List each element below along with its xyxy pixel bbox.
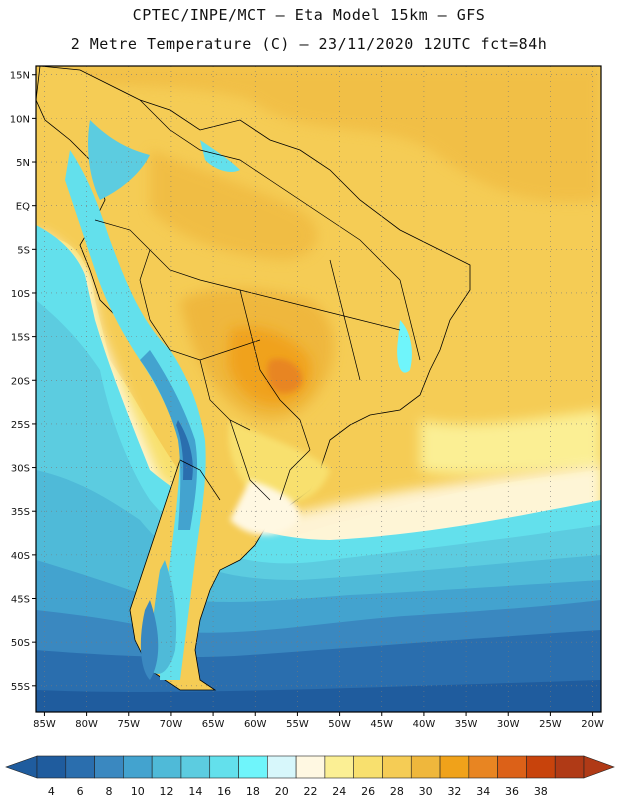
lon-label: 40W <box>413 719 436 730</box>
colorbar-cell <box>238 755 268 779</box>
lon-label: 70W <box>160 719 183 730</box>
colorbar-cell <box>468 755 498 779</box>
lat-label: 55S <box>11 682 30 693</box>
colorbar-cell <box>324 755 354 779</box>
colorbar-cell <box>497 755 527 779</box>
lat-label: EQ <box>16 202 30 213</box>
colorbar-label: 34 <box>476 785 490 798</box>
country-borders <box>94 99 421 501</box>
lon-label: 60W <box>244 719 267 730</box>
lon-label: 85W <box>33 719 56 730</box>
colorbar-cell <box>382 755 412 779</box>
colorbar-label: 30 <box>419 785 433 798</box>
lon-label: 65W <box>202 719 225 730</box>
colorbar-label: 22 <box>304 785 318 798</box>
lon-label: 50W <box>328 719 351 730</box>
colorbar-label: 32 <box>447 785 461 798</box>
lat-label: 45S <box>11 595 30 606</box>
lat-label: 40S <box>11 551 30 562</box>
colorbar-label: 14 <box>188 785 202 798</box>
colorbar-label: 24 <box>332 785 346 798</box>
colorbar-cell <box>526 755 556 779</box>
latitude-labels: 15N 10N 5N EQ 5S 10S 15S 20S 25S 30S 35S 40S 45S 50S 5… <box>10 71 30 693</box>
map-title-line-2: 2 Metre Temperature (C) – 23/11/2020 12U… <box>70 35 548 53</box>
lat-label: 20S <box>11 376 30 387</box>
colorbar-cell <box>209 755 239 779</box>
colorbar-label: 38 <box>534 785 548 798</box>
lon-label: 75W <box>117 719 140 730</box>
colorbar-cell <box>439 755 470 779</box>
lat-label: 10S <box>11 289 30 300</box>
temperature-colorbar: 4 6 8 10 12 14 16 18 20 22 24 26 28 30 32 34 36 38 <box>5 755 615 798</box>
longitude-labels: 85W 80W 75W 70W 65W 60W 55W 50W 45W 40W 35W 30W 25W 2… <box>33 719 604 730</box>
graticule <box>36 66 601 712</box>
colorbar-label: 18 <box>246 785 260 798</box>
colorbar-cell <box>295 755 326 779</box>
lat-label: 15S <box>11 333 30 344</box>
colorbar-label: 8 <box>105 785 112 798</box>
lon-label: 25W <box>539 719 562 730</box>
lon-label: 55W <box>286 719 309 730</box>
map-plot-area <box>36 66 601 712</box>
colorbar-cell <box>554 755 585 779</box>
colorbar-cell <box>36 755 67 779</box>
colorbar-label: 20 <box>275 785 289 798</box>
colorbar-label: 6 <box>77 785 84 798</box>
lon-label: 45W <box>370 719 393 730</box>
lat-label: 5N <box>16 158 30 169</box>
lat-label: 50S <box>11 638 30 649</box>
map-title-line-1: CPTEC/INPE/MCT – Eta Model 15km – GFS <box>132 6 486 24</box>
lat-label: 10N <box>10 114 30 125</box>
lat-label: 35S <box>11 507 30 518</box>
lon-label: 30W <box>497 719 520 730</box>
colorbar-label: 26 <box>361 785 375 798</box>
colorbar-cell <box>151 755 182 779</box>
colorbar-low-arrow <box>5 755 38 779</box>
south-america-land <box>36 66 471 691</box>
colorbar-label: 16 <box>217 785 231 798</box>
lon-label: 35W <box>455 719 478 730</box>
map-frame <box>35 65 602 713</box>
colorbar-label: 28 <box>390 785 404 798</box>
colorbar-cell <box>353 755 383 779</box>
colorbar-cell <box>94 755 124 779</box>
lon-label: 20W <box>581 719 604 730</box>
colorbar-cell <box>65 755 95 779</box>
colorbar-cell <box>267 755 297 779</box>
lat-label: 15N <box>10 71 30 82</box>
lat-label: 30S <box>11 464 30 475</box>
colorbar-label: 10 <box>131 785 145 798</box>
colorbar-cell <box>410 755 441 779</box>
colorbar-label: 36 <box>505 785 519 798</box>
colorbar-cell <box>180 755 211 779</box>
colorbar-label: 12 <box>160 785 174 798</box>
colorbar-label: 4 <box>48 785 55 798</box>
axis-ticks <box>32 74 594 716</box>
colorbar-cell <box>123 755 153 779</box>
lat-label: 5S <box>17 245 30 256</box>
colorbar-high-arrow <box>583 755 615 779</box>
lon-label: 80W <box>75 719 98 730</box>
lat-label: 25S <box>11 420 30 431</box>
